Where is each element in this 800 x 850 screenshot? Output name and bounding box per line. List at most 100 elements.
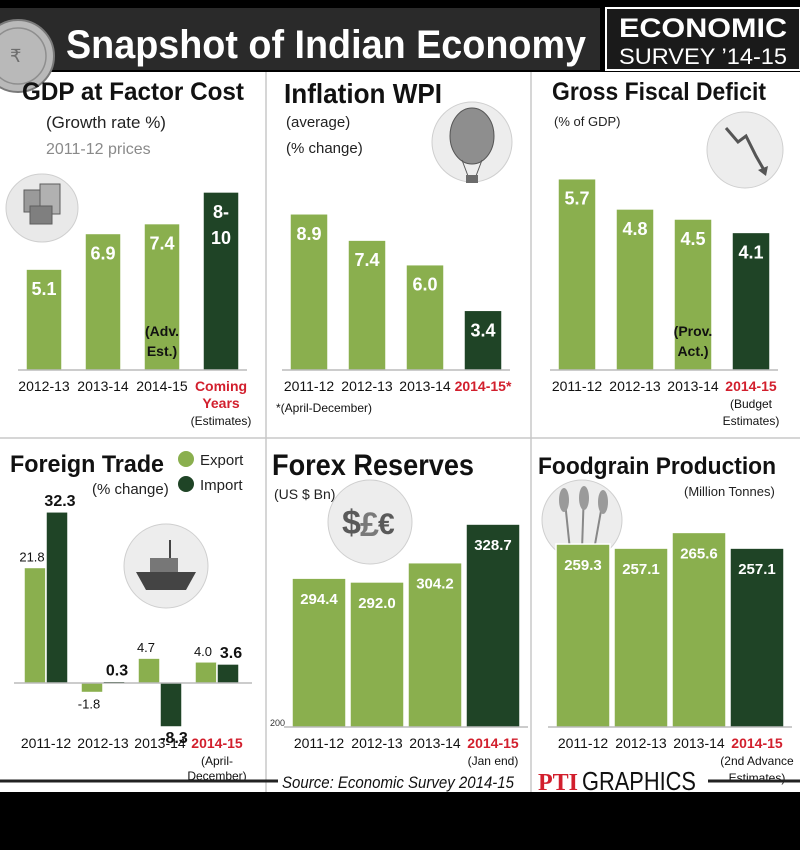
forex-bar-1 [349, 581, 405, 728]
wpi-tick-label-0: 2011-12 [284, 378, 335, 394]
food-bar-0 [555, 543, 611, 728]
forex-tick-note-3: (Jan end) [468, 754, 519, 768]
food-tick-note2-3: Estimates) [729, 771, 786, 785]
legend-import-swatch [178, 476, 194, 492]
trade-tick-label-0: 2011-12 [21, 735, 72, 751]
svg-text:₹: ₹ [10, 46, 21, 66]
fiscal-value-label-1: 4.8 [622, 219, 647, 239]
trade-import-value-label-2: -8.3 [160, 730, 188, 747]
fiscal-bar-0 [557, 177, 597, 371]
trade-title: Foreign Trade [10, 451, 164, 478]
trade-export-value-label-0: 21.8 [19, 549, 44, 564]
gdp-value-label-1: 6.9 [90, 243, 115, 263]
forex-tick-label-2: 2013-14 [409, 735, 461, 751]
forex-value-label-0: 294.4 [300, 591, 338, 608]
trade-export-value-label-1: -1.8 [78, 697, 100, 712]
header-band [0, 8, 600, 70]
food-value-label-0: 259.3 [564, 557, 602, 574]
food-value-label-3: 257.1 [738, 561, 776, 578]
wpi-bar-0 [289, 213, 329, 371]
gdp-tick-label-1: 2013-14 [77, 378, 129, 394]
trade-import-value-label-0: 32.3 [44, 493, 75, 510]
badge-line2: SURVEY ’14-15 [619, 44, 787, 69]
forex-axis-min-label: 200 [270, 718, 285, 728]
trade-export-bar-3 [194, 661, 218, 684]
gdp-annotation-2-b: Est.) [147, 343, 177, 359]
svg-text:£: £ [360, 506, 379, 544]
chart-layer: 5.1 2012-13 6.9 2013-14 7.4 (Adv. Est.) 2014-15… [14, 177, 794, 785]
wpi-tick-label-2: 2013-14 [399, 378, 451, 394]
food-subtitle: (Million Tonnes) [684, 484, 775, 499]
gdp-bar-3 [202, 191, 240, 371]
trade-legend: Export Import [178, 451, 244, 494]
food-tick-label-3: 2014-15 [731, 735, 783, 751]
trade-export-bar-2 [137, 657, 161, 684]
trade-tick-label-1: 2012-13 [77, 735, 129, 751]
wpi-tick-label-1: 2012-13 [341, 378, 393, 394]
food-bar-3 [729, 547, 785, 728]
svg-text:€: € [378, 508, 395, 541]
fiscal-tick-note2-3: Estimates) [723, 414, 780, 428]
fiscal-tick-label-2: 2013-14 [667, 378, 719, 394]
gdp-value-label-0: 5.1 [31, 279, 56, 299]
trade-tick-label-2: 2013-14 [134, 735, 186, 751]
forex-title: Forex Reserves [272, 449, 474, 482]
wpi-value-label-3: 3.4 [470, 320, 495, 340]
food-tick-label-2: 2013-14 [673, 735, 725, 751]
food-tick-note-3: (2nd Advance [720, 754, 794, 768]
credit-text: GRAPHICS [582, 766, 696, 796]
gdp-annotation-2: (Adv. [145, 323, 179, 339]
fiscal-annotation-2: (Prov. [674, 323, 713, 339]
fiscal-bar-3 [731, 231, 771, 371]
gdp-value-label-3-b: 10 [211, 228, 231, 248]
declining-graph-icon [706, 111, 784, 189]
trade-import-value-label-3: 3.6 [220, 645, 242, 662]
fiscal-value-label-3: 4.1 [738, 242, 763, 262]
forex-value-label-2: 304.2 [416, 576, 454, 593]
food-tick-label-1: 2012-13 [615, 735, 667, 751]
trade-export-bar-0 [23, 566, 47, 684]
forex-tick-label-3: 2014-15 [467, 735, 519, 751]
fiscal-tick-label-0: 2011-12 [552, 378, 603, 394]
forex-subtitle: (US $ Bn) [274, 486, 335, 502]
gdp-value-label-2: 7.4 [149, 234, 174, 254]
fiscal-subtitle: (% of GDP) [554, 114, 620, 129]
trade-import-value-label-1: 0.3 [106, 662, 128, 679]
gdp-title: GDP at Factor Cost [22, 78, 245, 106]
fiscal-tick-note-3: (Budget [730, 397, 773, 411]
trade-export-value-label-2: 4.7 [137, 640, 155, 655]
wpi-tick-label-3: 2014-15* [455, 378, 512, 394]
gdp-subtitle2: 2011-12 prices [46, 141, 151, 158]
cubes-icon [5, 173, 79, 243]
forex-bar-3 [465, 523, 521, 728]
wheat-icon [541, 479, 623, 561]
forex-tick-label-1: 2012-13 [351, 735, 403, 751]
food-value-label-2: 265.6 [680, 545, 718, 562]
food-value-label-1: 257.1 [622, 561, 660, 578]
trade-tick-note-3: (April- [201, 754, 233, 768]
gdp-tick-note2-3: (Estimates) [191, 414, 252, 428]
pti-logo: PTI [538, 770, 578, 796]
fiscal-value-label-2: 4.5 [680, 229, 705, 249]
coin-icon: ₹ [0, 19, 55, 93]
forex-tick-label-0: 2011-12 [294, 735, 345, 751]
fiscal-annotation-2-b: Act.) [677, 343, 708, 359]
wpi-bar-1 [347, 239, 387, 371]
forex-value-label-3: 328.7 [474, 537, 512, 554]
hot-air-balloon-icon [431, 101, 513, 183]
wpi-subtitle: (average) [286, 114, 350, 131]
wpi-title: Inflation WPI [284, 78, 442, 109]
ship-icon [123, 523, 209, 609]
trade-import-bar-0 [45, 511, 69, 684]
currency-symbols-icon: $ £ € [327, 479, 413, 565]
legend-export-label: Export [200, 452, 244, 469]
legend-export-swatch [178, 451, 194, 467]
fiscal-tick-label-3: 2014-15 [725, 378, 777, 394]
forex-value-label-1: 292.0 [358, 595, 396, 612]
svg-text:$: $ [342, 504, 361, 542]
fiscal-tick-label-1: 2012-13 [609, 378, 661, 394]
fiscal-title: Gross Fiscal Deficit [552, 78, 767, 106]
gdp-tick-label-3: Coming [195, 378, 247, 394]
trade-import-bar-2 [159, 682, 183, 728]
